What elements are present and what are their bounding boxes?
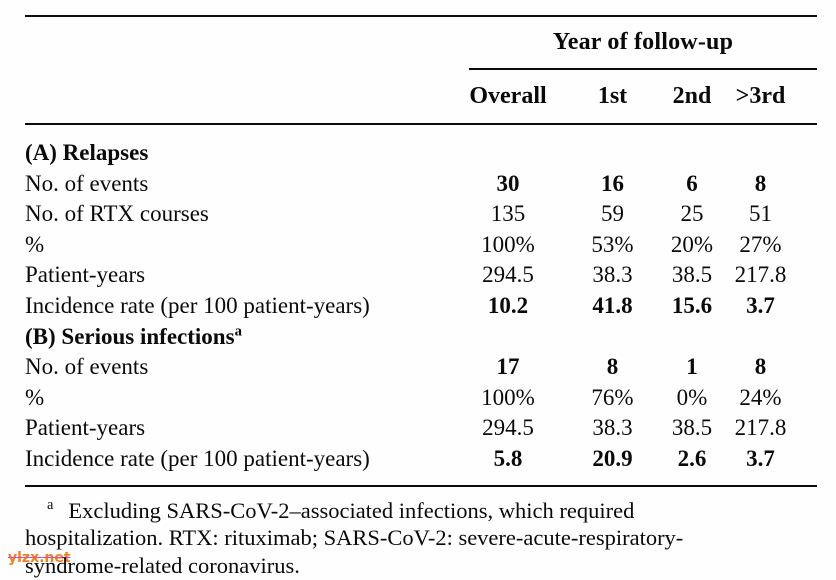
cell-3rd: 8 <box>754 354 767 380</box>
header-empty-cell <box>25 70 469 123</box>
rule-bottom <box>25 484 817 487</box>
column-header-3rd: >3rd <box>735 83 786 109</box>
cell-3rd: 27% <box>739 231 782 257</box>
row-label: Incidence rate (per 100 patient-years) <box>25 292 370 318</box>
cell-3rd: 3.7 <box>746 292 775 318</box>
cell-overall: 10.2 <box>487 292 529 318</box>
cell-1st: 41.8 <box>592 292 633 318</box>
table-row: % 100% 53% 20% 27% <box>25 230 817 261</box>
cell-1st: 53% <box>591 231 634 257</box>
row-label: Incidence rate (per 100 patient-years) <box>25 445 370 471</box>
row-label: No. of RTX courses <box>25 201 209 227</box>
footnote-line: syndrome-related coronavirus. <box>25 552 300 578</box>
site-watermark: ylzx.net <box>8 550 71 566</box>
row-label: % <box>25 384 45 410</box>
cell-overall: 294.5 <box>482 262 534 288</box>
cell-2nd: 15.6 <box>671 292 713 318</box>
spanner-row: Year of follow-up <box>25 17 817 70</box>
cell-3rd: 217.8 <box>734 415 787 441</box>
table-row: Patient-years 294.5 38.3 38.5 217.8 <box>25 260 817 291</box>
cell-2nd: 38.5 <box>671 262 713 288</box>
cell-1st: 20.9 <box>592 445 633 471</box>
cell-2nd: 38.5 <box>671 415 713 441</box>
spanner-empty-cell <box>25 17 469 70</box>
section-b-header: (B) Serious infectionsa <box>25 322 817 353</box>
cell-1st: 76% <box>591 384 634 410</box>
section-b-header-row: (B) Serious infectionsa <box>25 322 817 353</box>
cell-overall: 100% <box>481 231 535 257</box>
cell-overall: 294.5 <box>482 415 534 441</box>
column-header-row: Overall 1st 2nd >3rd <box>25 70 817 123</box>
section-a-title: (A) Relapses <box>25 140 149 165</box>
table-row: Patient-years 294.5 38.3 38.5 217.8 <box>25 413 817 444</box>
spanner-label: Year of follow-up <box>469 17 817 70</box>
row-label: Patient-years <box>25 262 146 288</box>
cell-overall: 5.8 <box>493 445 523 471</box>
cell-overall: 135 <box>490 201 526 227</box>
row-label: Patient-years <box>25 415 146 441</box>
cell-1st: 38.3 <box>592 262 633 288</box>
section-a-header-row: (A) Relapses <box>25 138 817 169</box>
section-b-sup: a <box>234 322 242 339</box>
followup-table: Year of follow-up Overall 1st 2nd >3rd (… <box>25 15 817 579</box>
section-b-title: (B) Serious infections <box>25 323 235 349</box>
cell-2nd: 0% <box>676 384 708 410</box>
section-a-header: (A) Relapses <box>25 138 817 169</box>
cell-overall: 17 <box>496 354 520 380</box>
table-row: No. of RTX courses 135 59 25 51 <box>25 199 817 230</box>
column-header-overall: Overall <box>469 83 547 109</box>
cell-2nd: 6 <box>686 170 698 196</box>
cell-1st: 8 <box>606 354 619 380</box>
footnote-text: Excluding SARS-CoV-2–associated infectio… <box>68 497 635 523</box>
cell-3rd: 3.7 <box>746 445 775 471</box>
footnote-line: hospitalization. RTX: rituximab; SARS-Co… <box>25 525 684 551</box>
table-body: (A) Relapses No. of events 30 16 6 8 No.… <box>25 125 817 485</box>
row-label: No. of events <box>25 170 149 196</box>
cell-3rd: 51 <box>749 201 772 227</box>
cell-1st: 59 <box>601 201 624 227</box>
rule-header-bottom <box>25 123 817 125</box>
cell-1st: 38.3 <box>592 415 633 441</box>
cell-2nd: 2.6 <box>677 445 707 471</box>
footnote-marker: a <box>47 497 54 514</box>
footnote-line: a Excluding SARS-CoV-2–associated infecti… <box>25 497 817 525</box>
cell-overall: 30 <box>496 170 520 196</box>
cell-3rd: 217.8 <box>734 262 787 288</box>
table-row: % 100% 76% 0% 24% <box>25 383 817 414</box>
table-row: No. of events 30 16 6 8 <box>25 169 817 200</box>
table-row: No. of events 17 8 1 8 <box>25 352 817 383</box>
table-row: Incidence rate (per 100 patient-years) 5… <box>25 444 817 475</box>
table-row: Incidence rate (per 100 patient-years) 1… <box>25 291 817 322</box>
cell-1st: 16 <box>601 170 624 196</box>
column-header-2nd: 2nd <box>672 83 712 109</box>
column-header-1st: 1st <box>597 83 628 109</box>
cell-2nd: 1 <box>686 354 698 380</box>
row-label: % <box>25 231 45 257</box>
cell-2nd: 20% <box>670 231 714 257</box>
rule-top <box>25 15 817 17</box>
cell-3rd: 24% <box>739 384 782 410</box>
row-label: No. of events <box>25 354 149 380</box>
cell-overall: 100% <box>481 384 535 410</box>
cell-3rd: 8 <box>754 170 767 196</box>
cell-2nd: 25 <box>680 201 704 227</box>
table-footnote: a Excluding SARS-CoV-2–associated infecti… <box>25 497 817 580</box>
